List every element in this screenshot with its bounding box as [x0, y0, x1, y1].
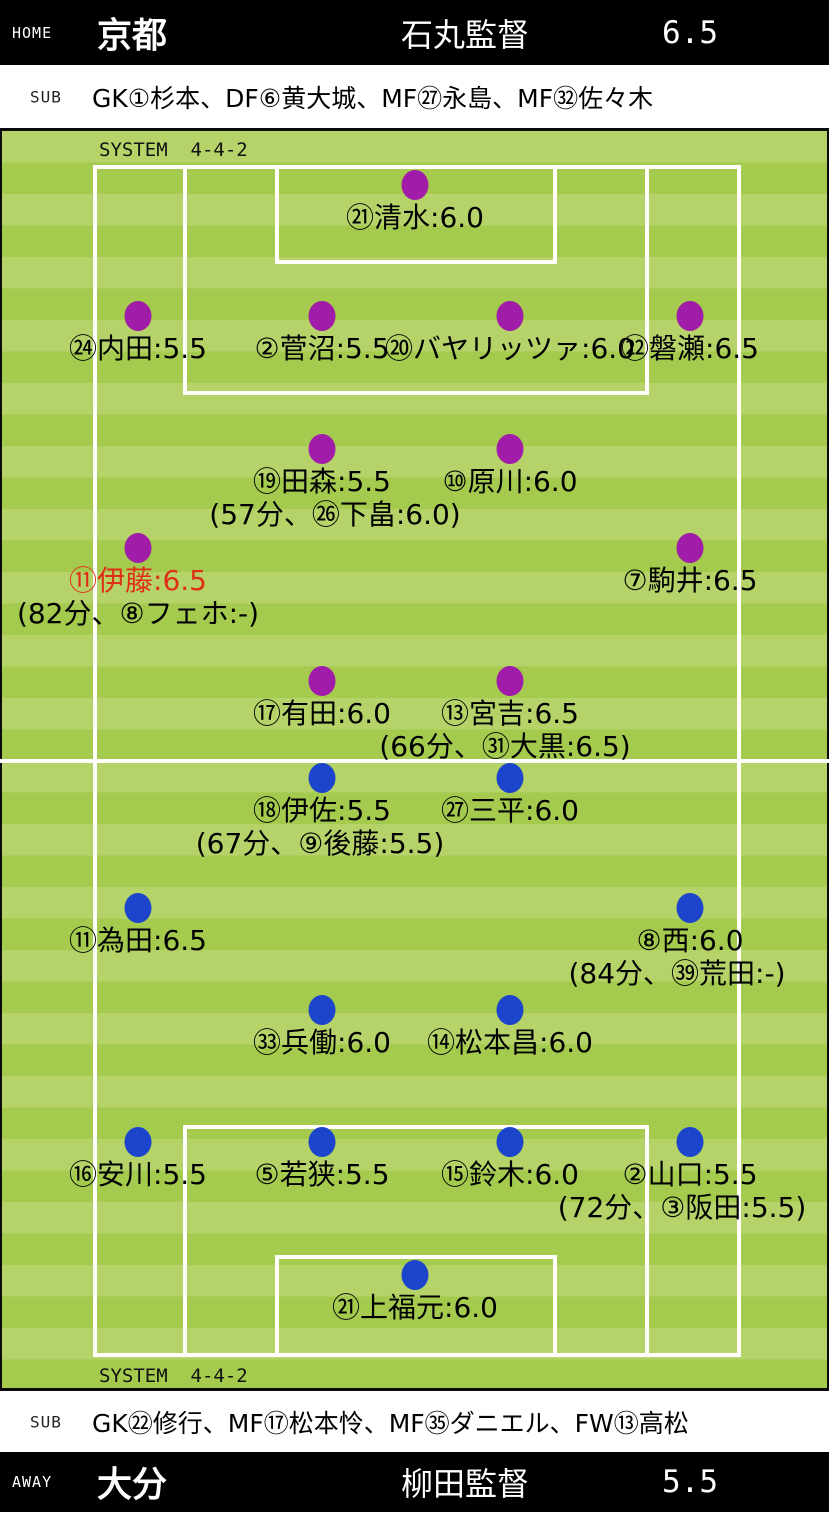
- player-label: ⑯安川:5.5: [69, 1158, 207, 1191]
- player-dot: [401, 1260, 429, 1290]
- player-label: ㉗三平:6.0: [441, 794, 579, 827]
- away-goal-area-line: [275, 1255, 557, 1357]
- away-substitutes-row: SUB GK㉒修行、MF⑰松本怜、MF㉟ダニエル、FW⑬高松: [0, 1391, 829, 1452]
- away-manager-name: 柳田監督: [400, 1465, 530, 1503]
- substitution-note: (57分、㉖下畠:6.0): [209, 498, 461, 531]
- player-dot: [496, 763, 524, 793]
- away-penalty-area-line: [183, 1125, 649, 1357]
- player-label: ⑪伊藤:6.5: [69, 564, 207, 597]
- player-dot: [124, 893, 152, 923]
- player-label: ㉑清水:6.0: [346, 201, 484, 234]
- player-dot: [496, 434, 524, 464]
- away-side-label: AWAY: [12, 1473, 53, 1491]
- player-label: ⑦駒井:6.5: [622, 564, 758, 597]
- player-label: ㉔内田:5.5: [69, 332, 207, 365]
- player-label: ㉒磐瀬:6.5: [621, 332, 759, 365]
- home-team-bar: HOME 京都 石丸監督 6.5: [0, 0, 829, 65]
- player-dot: [676, 1127, 704, 1157]
- player-dot: [308, 301, 336, 331]
- home-penalty-area-line: [183, 165, 649, 395]
- home-team-name: 京都: [97, 16, 168, 56]
- player-dot: [676, 893, 704, 923]
- away-team-name: 大分: [97, 1465, 168, 1506]
- substitution-note: (82分、⑧フェホ:-): [16, 597, 260, 630]
- pitch: SYSTEM 4-4-2 SYSTEM 4-4-2 ㉑清水:6.0 ㉔内田:5.5…: [0, 128, 829, 1391]
- player-label: ⑭松本昌:6.0: [427, 1026, 593, 1059]
- player-dot: [124, 1127, 152, 1157]
- home-side-label: HOME: [12, 23, 53, 42]
- player-dot: [496, 1127, 524, 1157]
- away-team-rating: 5.5: [662, 1464, 718, 1500]
- away-sub-label: SUB: [30, 1412, 62, 1431]
- player-label: ⑩原川:6.0: [442, 465, 578, 498]
- player-dot: [308, 1127, 336, 1157]
- home-system-label: SYSTEM 4-4-2: [99, 139, 248, 161]
- player-dot: [676, 533, 704, 563]
- player-dot: [496, 301, 524, 331]
- player-label: ⑤若狭:5.5: [254, 1158, 390, 1191]
- player-dot: [496, 995, 524, 1025]
- home-manager-name: 石丸監督: [400, 15, 530, 54]
- player-label: ⑲田森:5.5: [253, 465, 391, 498]
- player-label: ②山口:5.5: [622, 1158, 758, 1191]
- player-label: ㉝兵働:6.0: [253, 1026, 391, 1059]
- home-team-rating: 6.5: [662, 14, 718, 51]
- player-dot: [124, 533, 152, 563]
- home-sub-label: SUB: [30, 87, 62, 106]
- away-team-bar: AWAY 大分 柳田監督 5.5: [0, 1452, 829, 1512]
- player-dot: [308, 666, 336, 696]
- substitution-note: (66分、㉛大黒:6.5): [379, 730, 631, 763]
- away-substitutes-list: GK㉒修行、MF⑰松本怜、MF㉟ダニエル、FW⑬高松: [92, 1408, 689, 1438]
- substitution-note: (72分、③阪田:5.5): [557, 1191, 807, 1224]
- player-dot: [308, 763, 336, 793]
- player-label: ⑮鈴木:6.0: [441, 1158, 579, 1191]
- substitution-note: (67分、⑨後藤:5.5): [195, 827, 445, 860]
- away-system-label: SYSTEM 4-4-2: [99, 1365, 248, 1387]
- player-label: ⑱伊佐:5.5: [253, 794, 391, 827]
- halfway-line: [0, 759, 829, 763]
- home-goal-area-line: [275, 165, 557, 264]
- player-dot: [308, 434, 336, 464]
- player-label: ⑪為田:6.5: [69, 924, 207, 957]
- player-label: ②菅沼:5.5: [254, 332, 390, 365]
- player-label: ㉑上福元:6.0: [332, 1291, 498, 1324]
- player-label: ⑳バヤリッツァ:6.0: [385, 332, 635, 365]
- player-dot: [401, 170, 429, 200]
- player-dot: [676, 301, 704, 331]
- player-label: ⑬宮吉:6.5: [441, 697, 579, 730]
- player-dot: [124, 301, 152, 331]
- player-label: ⑰有田:6.0: [253, 697, 391, 730]
- home-substitutes-row: SUB GK①杉本、DF⑥黄大城、MF㉗永島、MF㉜佐々木: [0, 65, 829, 128]
- player-dot: [308, 995, 336, 1025]
- player-label: ⑧西:6.0: [636, 924, 744, 957]
- home-substitutes-list: GK①杉本、DF⑥黄大城、MF㉗永島、MF㉜佐々木: [92, 83, 654, 113]
- substitution-note: (84分、㊴荒田:-): [568, 957, 786, 990]
- player-dot: [496, 666, 524, 696]
